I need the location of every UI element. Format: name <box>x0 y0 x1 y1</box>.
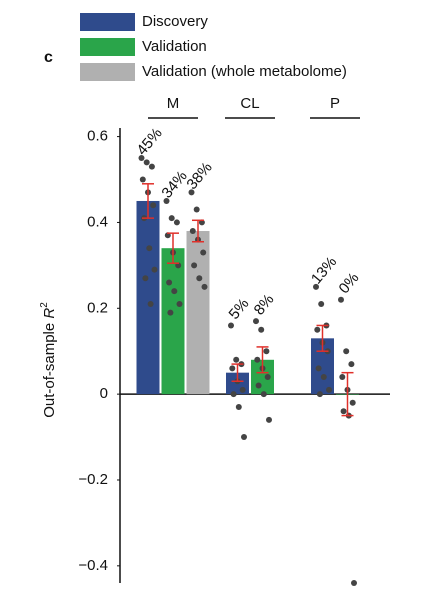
data-point <box>139 176 146 183</box>
bar <box>161 248 185 395</box>
data-point <box>188 189 195 196</box>
data-point <box>142 275 149 282</box>
y-label-var: R <box>41 308 58 319</box>
data-point <box>349 399 356 406</box>
category-label: CL <box>240 95 259 112</box>
data-point <box>320 373 327 380</box>
data-point <box>168 215 175 222</box>
data-point <box>138 155 145 162</box>
data-point <box>264 373 271 380</box>
y-tick-label: 0 <box>100 385 108 402</box>
data-point <box>191 262 198 269</box>
y-label-sup: 2 <box>39 302 50 308</box>
y-label-text: Out-of-sample <box>41 319 58 418</box>
data-point <box>241 434 247 441</box>
category-label: M <box>167 95 180 112</box>
data-point <box>147 300 154 307</box>
data-point <box>148 163 155 170</box>
legend-swatch <box>80 63 135 81</box>
data-point <box>143 159 150 166</box>
data-point <box>176 300 183 307</box>
data-point <box>150 202 157 209</box>
legend-label: Validation <box>142 38 207 55</box>
data-point <box>316 391 323 398</box>
data-point <box>315 365 322 372</box>
bar <box>186 231 210 395</box>
data-point <box>313 283 319 290</box>
data-point <box>163 197 170 204</box>
data-point <box>260 391 267 398</box>
data-point <box>314 326 321 333</box>
data-point <box>173 219 180 226</box>
data-point <box>254 356 261 363</box>
data-point <box>266 416 272 423</box>
data-point <box>338 296 344 303</box>
y-tick-label: 0.2 <box>87 299 108 316</box>
data-point <box>351 580 357 586</box>
data-point <box>189 228 196 235</box>
data-point <box>253 318 259 325</box>
data-point <box>318 300 325 307</box>
data-point <box>201 283 208 290</box>
data-point <box>263 348 270 355</box>
y-axis-label: Out-of-sample R2 <box>39 302 58 418</box>
y-tick-label: −0.4 <box>78 557 108 574</box>
category-label: P <box>330 95 340 112</box>
data-point <box>146 245 153 252</box>
data-point <box>235 404 242 411</box>
data-point <box>171 288 178 295</box>
legend-label: Validation (whole metabolome) <box>142 63 347 80</box>
data-point <box>166 279 173 286</box>
value-label: 0% <box>336 270 363 298</box>
data-point <box>233 356 240 363</box>
legend-label: Discovery <box>142 13 208 30</box>
data-point <box>230 391 237 398</box>
panel-label: c <box>44 49 53 66</box>
value-label: 38% <box>183 159 215 193</box>
data-point <box>348 361 355 368</box>
data-point <box>343 348 350 355</box>
data-point <box>228 322 234 329</box>
data-point <box>151 266 158 273</box>
value-label: 13% <box>308 254 340 288</box>
data-point <box>193 206 200 213</box>
bar <box>136 200 160 395</box>
data-point <box>326 386 332 393</box>
data-point <box>239 386 246 393</box>
data-point <box>229 365 236 372</box>
y-tick-label: 0.4 <box>87 213 108 230</box>
data-point <box>339 373 346 380</box>
data-point <box>258 326 265 333</box>
y-tick-label: −0.2 <box>78 471 108 488</box>
value-label: 8% <box>251 291 278 319</box>
legend-swatch <box>80 13 135 31</box>
data-point <box>255 382 262 389</box>
data-point <box>200 249 207 256</box>
data-point <box>196 275 203 282</box>
data-point <box>167 309 174 316</box>
legend-swatch <box>80 38 135 56</box>
value-label: 45% <box>133 125 165 159</box>
data-point <box>340 408 347 415</box>
y-tick-label: 0.6 <box>87 128 108 145</box>
value-label: 5% <box>226 295 253 323</box>
